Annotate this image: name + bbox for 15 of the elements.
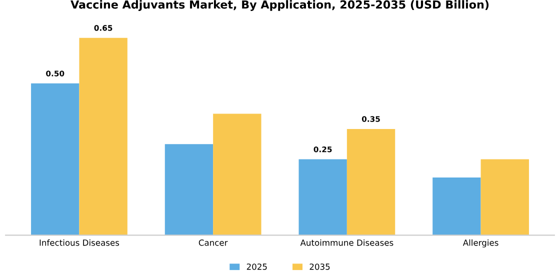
bar xyxy=(79,38,128,236)
x-tick-label: Infectious Diseases xyxy=(40,239,120,246)
bar xyxy=(432,178,481,236)
bar xyxy=(346,128,396,236)
bar xyxy=(213,114,262,236)
bar xyxy=(31,83,80,236)
x-tick-label: Autoimmune Diseases xyxy=(300,239,394,246)
x-tick-label: Allergies xyxy=(462,239,498,248)
legend-label: 2025 xyxy=(246,264,267,270)
x-tick-label: Cancer xyxy=(198,240,228,246)
bar xyxy=(164,144,214,236)
bar xyxy=(298,159,347,236)
bar xyxy=(480,159,529,236)
chart-title: Vaccine Adjuvants Market, By Application, 2025-2035 (USD Billion) xyxy=(70,0,489,11)
legend-label: 2035 xyxy=(310,264,330,270)
